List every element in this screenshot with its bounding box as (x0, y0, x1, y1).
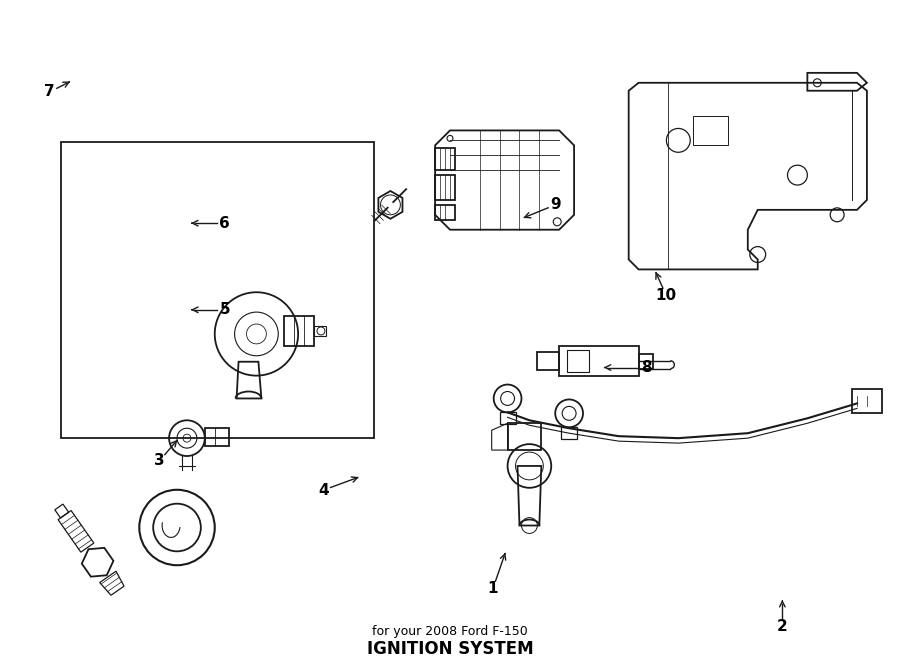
Text: 3: 3 (154, 453, 165, 468)
Text: 8: 8 (641, 360, 652, 375)
Text: 1: 1 (488, 581, 498, 596)
Text: IGNITION SYSTEM: IGNITION SYSTEM (366, 640, 534, 658)
Text: 5: 5 (220, 302, 230, 317)
Text: 4: 4 (318, 483, 328, 498)
Text: 9: 9 (550, 197, 561, 212)
Text: 2: 2 (777, 619, 788, 633)
Text: for your 2008 Ford F-150: for your 2008 Ford F-150 (372, 625, 528, 639)
Text: 7: 7 (44, 85, 55, 99)
Text: 6: 6 (220, 215, 230, 231)
Text: 10: 10 (655, 288, 677, 303)
